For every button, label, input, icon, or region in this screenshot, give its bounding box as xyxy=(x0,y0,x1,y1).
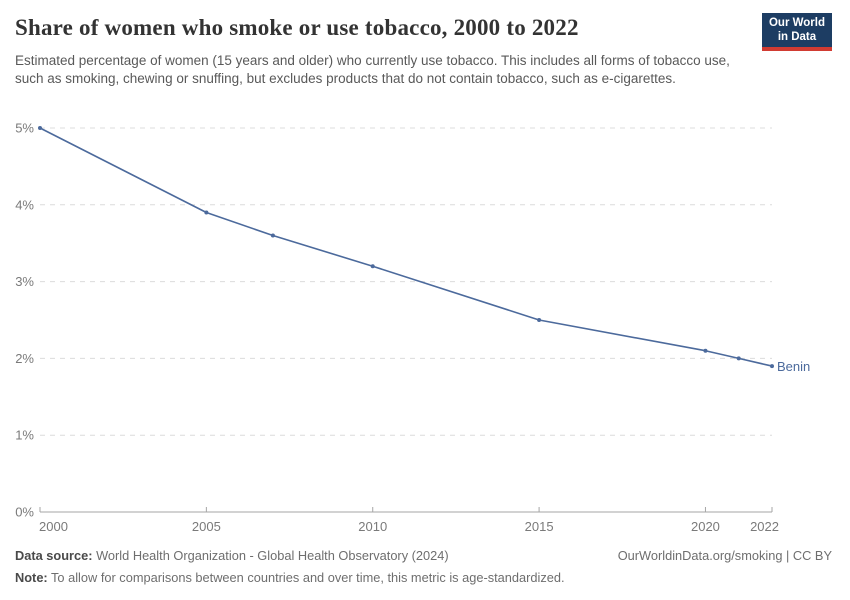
x-tick-label: 2005 xyxy=(192,519,221,534)
page-title: Share of women who smoke or use tobacco,… xyxy=(15,15,579,40)
data-point-2007[interactable] xyxy=(270,233,275,238)
x-tick-label: 2022 xyxy=(750,519,779,534)
owid-logo[interactable]: Our World in Data xyxy=(761,13,832,51)
footer-note: Note: To allow for comparisons between c… xyxy=(15,570,715,585)
note-label: Note: xyxy=(15,570,48,585)
series-end-label[interactable]: Benin xyxy=(777,359,811,374)
note-text: To allow for comparisons between countri… xyxy=(47,570,565,585)
datasource-text: World Health Organization - Global Healt… xyxy=(92,548,449,563)
x-tick-label: 2020 xyxy=(691,519,720,534)
y-tick-label: 2% xyxy=(15,351,34,366)
data-point-2005[interactable] xyxy=(204,210,209,215)
footer-datasource: Data source: World Health Organization -… xyxy=(15,548,615,563)
datasource-label: Data source: xyxy=(15,548,93,563)
owid-logo-text-line2: in Data xyxy=(777,30,817,43)
data-point-2010[interactable] xyxy=(370,264,375,269)
x-tick-label: 2000 xyxy=(39,519,68,534)
y-tick-label: 4% xyxy=(15,197,34,212)
chart-subtitle: Estimated percentage of women (15 years … xyxy=(15,53,730,86)
data-point-2000[interactable] xyxy=(38,126,42,130)
data-point-2021[interactable] xyxy=(736,356,741,361)
series-line-benin[interactable] xyxy=(39,127,773,367)
x-tick-label: 2010 xyxy=(358,519,387,534)
y-tick-label: 0% xyxy=(15,505,34,520)
footer-link[interactable]: OurWorldinData.org/smoking | CC BY xyxy=(617,548,832,563)
x-tick-label: 2015 xyxy=(525,519,554,534)
y-tick-label: 1% xyxy=(15,428,34,443)
data-point-2022[interactable] xyxy=(770,364,774,369)
y-tick-label: 5% xyxy=(15,121,34,136)
data-point-2015[interactable] xyxy=(537,318,542,322)
data-point-2020[interactable] xyxy=(703,348,708,353)
owid-logo-text-line1: Our World xyxy=(768,17,825,29)
y-tick-label: 3% xyxy=(15,274,34,289)
